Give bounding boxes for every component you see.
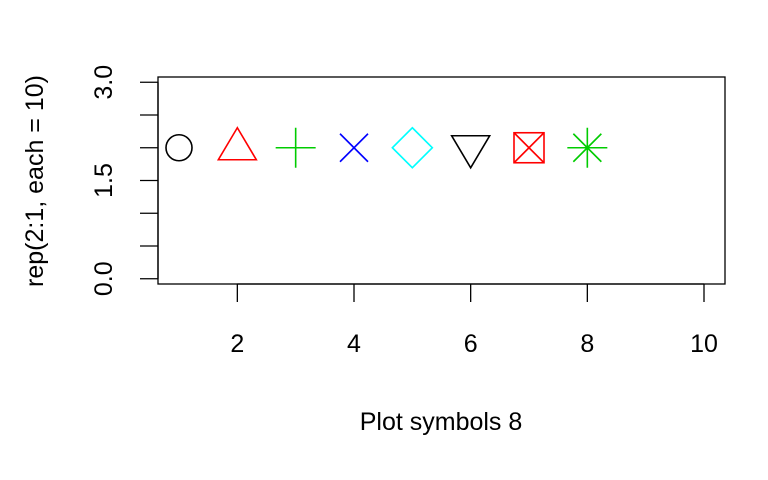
x-tick-label: 2 (230, 330, 244, 358)
cross-mark-b (339, 133, 369, 163)
x-tick-label: 4 (347, 330, 361, 358)
data-points (165, 126, 608, 170)
y-tick-label: 0.0 (90, 261, 118, 296)
triangle-up-mark (216, 126, 258, 161)
point-diamond (391, 126, 434, 169)
plot-box (157, 76, 726, 285)
x-tick-label: 6 (464, 330, 478, 358)
point-plus (275, 127, 316, 168)
point-circle (165, 133, 193, 162)
point-square-cross (513, 131, 545, 164)
square-mark (513, 131, 545, 164)
circle-mark (165, 133, 193, 162)
point-cross (339, 133, 369, 163)
x-axis-title: Plot symbols 8 (360, 408, 523, 436)
x-tick-label: 8 (580, 330, 594, 358)
point-triangle-up (216, 126, 258, 161)
y-tick-label: 3.0 (90, 65, 118, 100)
y-tick-label: 1.5 (90, 163, 118, 198)
point-triangle-down (450, 134, 492, 170)
triangle-down-mark (450, 134, 492, 170)
square-cross-b (513, 132, 545, 164)
x-axis: 2 4 6 8 10 (230, 283, 718, 358)
y-axis: 0.0 1.5 3.0 (90, 65, 159, 296)
x-tick-label: 10 (690, 330, 718, 358)
y-axis-title: rep(2:1, each = 10) (21, 75, 49, 287)
diamond-mark (391, 126, 434, 169)
point-asterisk (567, 127, 608, 168)
asterisk-mark-b (572, 133, 602, 163)
